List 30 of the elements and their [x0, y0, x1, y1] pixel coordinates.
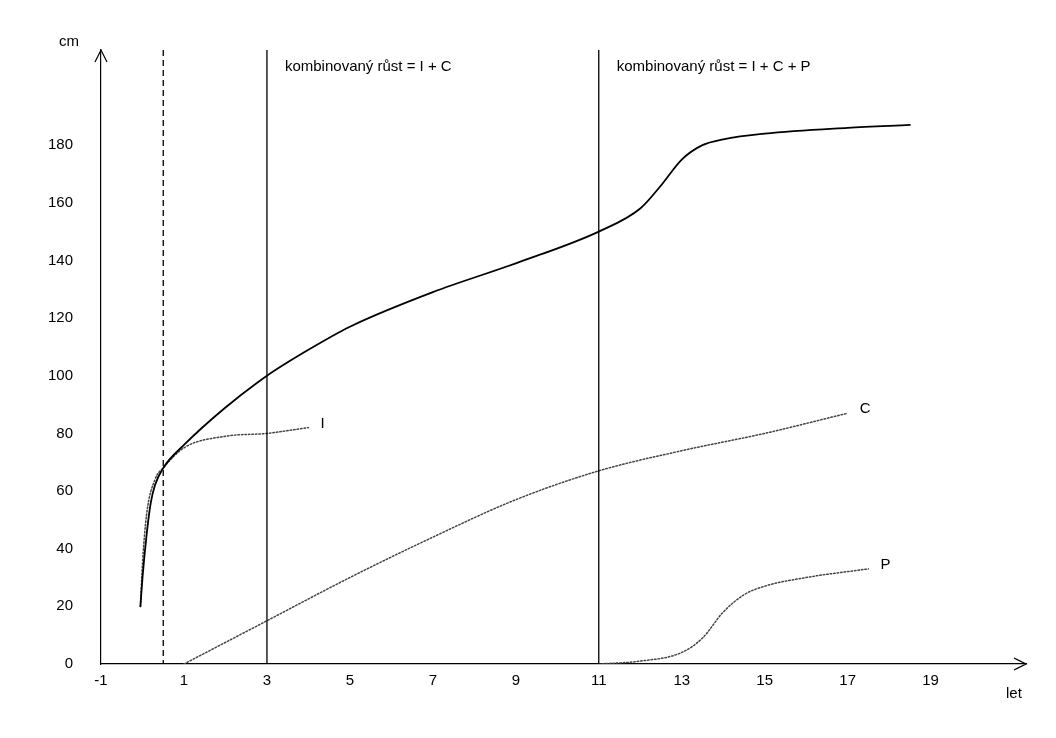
- y-axis-title: cm: [59, 32, 80, 50]
- y-tick-label: 20: [56, 596, 74, 614]
- x-tick-label: 19: [922, 671, 939, 689]
- x-tick-label: 13: [673, 671, 691, 689]
- x-tick-label: 5: [345, 671, 355, 689]
- series-label: I: [320, 413, 325, 431]
- y-tick-label: 160: [48, 192, 74, 210]
- x-axis-title: let: [1006, 683, 1023, 701]
- line-series: [598, 568, 870, 664]
- x-tick-label: 9: [511, 671, 520, 689]
- y-tick-label: 120: [48, 308, 74, 326]
- x-tick-label: 15: [756, 671, 774, 689]
- x-tick-label: 3: [262, 671, 272, 689]
- y-tick-label: 80: [56, 423, 74, 441]
- series-label: P: [880, 555, 891, 573]
- x-tick-label: 11: [590, 671, 607, 689]
- series-label: C: [859, 399, 871, 417]
- line-series: [183, 412, 849, 664]
- annotation: kombinovaný růst = I + C: [284, 57, 452, 75]
- y-tick-label: 0: [64, 654, 74, 672]
- x-tick-label: 7: [428, 671, 438, 689]
- x-tick-label: -1: [94, 671, 108, 689]
- annotation: kombinovaný růst = I + C + P: [616, 57, 811, 75]
- y-tick-label: 180: [48, 135, 74, 153]
- x-tick-label: 17: [839, 671, 856, 689]
- y-tick-label: 40: [56, 538, 74, 556]
- y-tick-label: 60: [56, 481, 74, 499]
- y-tick-label: 140: [48, 250, 74, 268]
- x-tick-label: 1: [179, 671, 189, 689]
- y-tick-label: 100: [48, 365, 74, 383]
